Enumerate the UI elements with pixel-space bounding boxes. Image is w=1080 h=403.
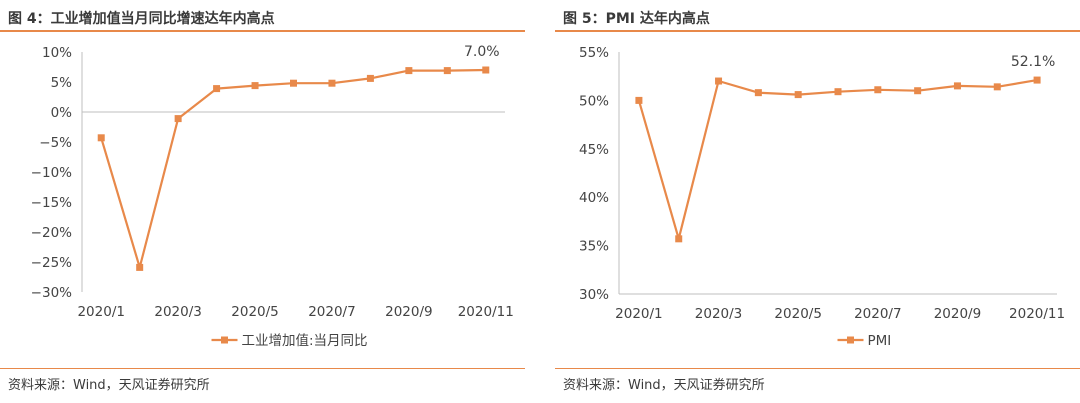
footer-rule bbox=[0, 368, 525, 369]
data-point-marker bbox=[1033, 76, 1041, 84]
last-value-annotation: 52.1% bbox=[1011, 54, 1055, 70]
data-point-marker bbox=[251, 82, 259, 90]
y-tick-label: 40% bbox=[579, 190, 609, 206]
x-tick-label: 2020/11 bbox=[1009, 306, 1065, 322]
x-tick-label: 2020/7 bbox=[308, 304, 356, 320]
data-point-marker bbox=[834, 88, 842, 96]
y-tick-label: −30% bbox=[31, 285, 72, 301]
x-tick-label: 2020/1 bbox=[77, 304, 125, 320]
y-tick-label: 45% bbox=[579, 142, 609, 158]
data-point-marker bbox=[675, 235, 683, 243]
y-tick-label: 55% bbox=[579, 45, 609, 61]
data-point-marker bbox=[136, 263, 144, 271]
y-tick-label: 10% bbox=[42, 45, 72, 61]
source-note: 资料来源：Wind，天风证券研究所 bbox=[8, 378, 210, 393]
chart-panel-pmi: 图 5：PMI 达年内高点 55% 50% 45% 40% 35% 30% 2020/1 20… bbox=[555, 0, 1080, 403]
x-tick-label: 2020/5 bbox=[774, 306, 822, 322]
source-note: 资料来源：Wind，天风证券研究所 bbox=[563, 378, 765, 393]
series-line bbox=[100, 68, 486, 269]
chart-industrial-svg: 10% 5% 0% −5% −10% −15% −20% −25% −30% 2020/1 2020… bbox=[31, 44, 514, 349]
data-point-marker bbox=[914, 87, 922, 95]
data-point-marker bbox=[874, 86, 882, 94]
x-tick-label: 2020/11 bbox=[458, 304, 514, 320]
data-point-marker bbox=[290, 79, 297, 87]
data-point-marker bbox=[482, 66, 490, 74]
x-tick-label: 2020/9 bbox=[934, 306, 982, 322]
chart-title: 图 5：PMI 达年内高点 bbox=[563, 11, 710, 27]
legend-swatch-marker bbox=[221, 336, 228, 344]
y-tick-label: 0% bbox=[51, 105, 73, 121]
x-tick-label: 2020/3 bbox=[154, 304, 202, 320]
last-value-annotation: 7.0% bbox=[464, 44, 500, 60]
data-point-marker bbox=[953, 82, 961, 90]
data-point-marker bbox=[405, 67, 413, 75]
x-tick-label: 2020/1 bbox=[615, 306, 663, 322]
y-tick-label: 5% bbox=[51, 75, 73, 91]
chart-title: 图 4：工业增加值当月同比增速达年内高点 bbox=[8, 11, 275, 27]
x-tick-label: 2020/3 bbox=[695, 306, 743, 322]
x-tick-label: 2020/5 bbox=[231, 304, 279, 320]
data-point-marker bbox=[97, 134, 105, 142]
data-point-marker bbox=[328, 79, 336, 87]
y-tick-label: −15% bbox=[31, 195, 72, 211]
title-rule bbox=[0, 30, 525, 32]
footer-rule bbox=[555, 368, 1080, 369]
x-tick-label: 2020/7 bbox=[854, 306, 902, 322]
legend-label: 工业增加值:当月同比 bbox=[242, 333, 368, 349]
legend-swatch-marker bbox=[847, 336, 854, 344]
y-tick-label: 30% bbox=[579, 287, 609, 303]
x-tick-label: 2020/9 bbox=[385, 304, 433, 320]
series-line bbox=[637, 79, 1038, 240]
y-tick-label: −5% bbox=[39, 135, 72, 151]
data-point-marker bbox=[754, 89, 762, 97]
title-rule bbox=[555, 30, 1080, 32]
data-point-marker bbox=[213, 85, 221, 93]
data-point-marker bbox=[366, 74, 374, 82]
chart-panel-industrial: 图 4：工业增加值当月同比增速达年内高点 10% 5% 0% −5% −10% −15% −… bbox=[0, 0, 525, 403]
data-point-marker bbox=[794, 91, 802, 99]
y-tick-label: −25% bbox=[31, 255, 72, 271]
data-point-marker bbox=[635, 96, 643, 104]
data-point-marker bbox=[174, 115, 182, 123]
y-tick-label: −20% bbox=[31, 225, 72, 241]
chart-pmi-svg: 55% 50% 45% 40% 35% 30% 2020/1 2020/3 2020/5 2020… bbox=[579, 45, 1065, 349]
legend-label: PMI bbox=[868, 333, 892, 349]
y-tick-label: 35% bbox=[579, 239, 609, 255]
y-tick-label: 50% bbox=[579, 93, 609, 109]
data-point-marker bbox=[993, 83, 1001, 91]
y-tick-label: −10% bbox=[31, 165, 72, 181]
data-point-marker bbox=[715, 77, 723, 85]
data-point-marker bbox=[443, 67, 451, 75]
